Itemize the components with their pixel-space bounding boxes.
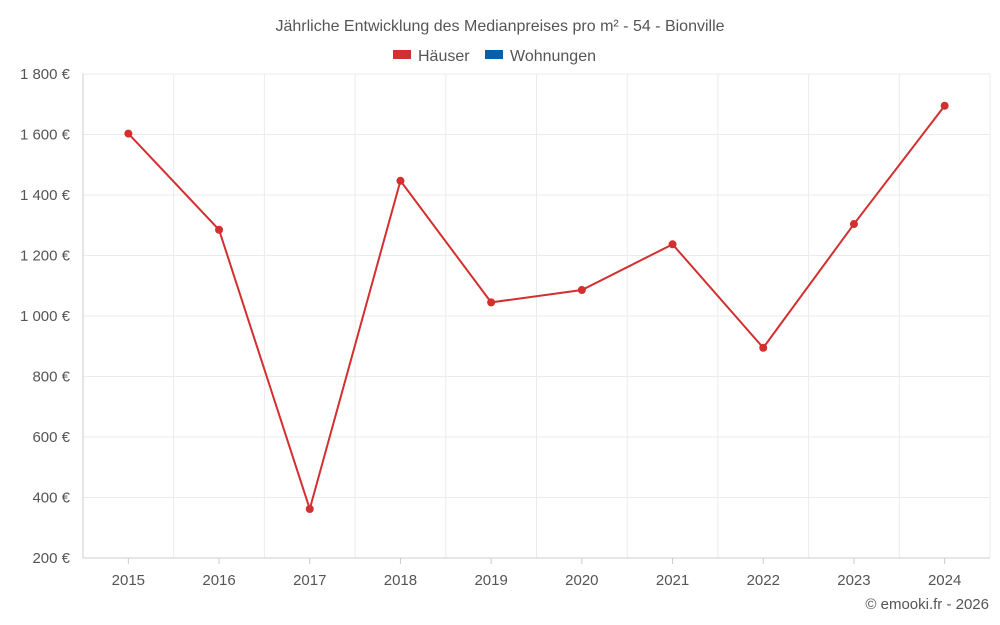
x-tick-label-2022: 2022 bbox=[747, 572, 780, 589]
chart-title: Jährliche Entwicklung des Medianpreises … bbox=[275, 18, 724, 35]
y-tick-label: 200 € bbox=[32, 550, 70, 567]
x-axis-ticks: 2015 2016 2017 2018 2019 2020 2021 2022 2023 2024 bbox=[112, 558, 961, 589]
legend-label-wohnungen[interactable]: Wohnungen bbox=[510, 48, 596, 65]
legend-swatch-haeuser[interactable] bbox=[393, 50, 411, 59]
y-tick-label: 600 € bbox=[32, 429, 70, 446]
data-point-2022[interactable] bbox=[759, 343, 768, 352]
data-point-2018[interactable] bbox=[396, 176, 405, 185]
data-point-2015[interactable] bbox=[124, 129, 133, 138]
x-tick-label-2016: 2016 bbox=[202, 572, 235, 589]
data-point-2021[interactable] bbox=[668, 240, 677, 249]
x-tick-label-2018: 2018 bbox=[384, 572, 417, 589]
legend-label-haeuser[interactable]: Häuser bbox=[418, 48, 470, 65]
data-point-2023[interactable] bbox=[849, 220, 858, 229]
data-point-2016[interactable] bbox=[215, 225, 224, 234]
data-point-2020[interactable] bbox=[577, 285, 586, 294]
data-point-2019[interactable] bbox=[487, 298, 496, 307]
legend: Häuser Wohnungen bbox=[393, 48, 596, 65]
legend-swatch-wohnungen[interactable] bbox=[485, 50, 503, 59]
y-tick-label: 1 800 € bbox=[20, 66, 71, 83]
series-group bbox=[124, 101, 949, 513]
x-gridlines bbox=[82, 74, 991, 558]
y-tick-label: 800 € bbox=[32, 369, 70, 386]
x-tick-label-2023: 2023 bbox=[837, 572, 870, 589]
x-tick-label-2024: 2024 bbox=[928, 572, 961, 589]
data-point-2024[interactable] bbox=[940, 101, 949, 110]
y-tick-label: 1 200 € bbox=[20, 248, 71, 265]
data-point-2017[interactable] bbox=[305, 504, 314, 513]
credit-text: © emooki.fr - 2026 bbox=[865, 596, 989, 613]
series-line-0[interactable] bbox=[127, 105, 946, 513]
y-tick-label: 1 600 € bbox=[20, 127, 71, 144]
y-axis-ticks: 200 € 400 € 600 € 800 € 1 000 € 1 200 € 1 400 … bbox=[20, 66, 71, 567]
y-tick-label: 1 400 € bbox=[20, 187, 71, 204]
x-tick-label-2015: 2015 bbox=[112, 572, 145, 589]
x-tick-label-2020: 2020 bbox=[565, 572, 598, 589]
x-tick-label-2021: 2021 bbox=[656, 572, 689, 589]
axes bbox=[82, 74, 990, 559]
y-tick-label: 400 € bbox=[32, 490, 70, 507]
y-tick-label: 1 000 € bbox=[20, 308, 71, 325]
x-tick-label-2017: 2017 bbox=[293, 572, 326, 589]
x-tick-label-2019: 2019 bbox=[474, 572, 507, 589]
